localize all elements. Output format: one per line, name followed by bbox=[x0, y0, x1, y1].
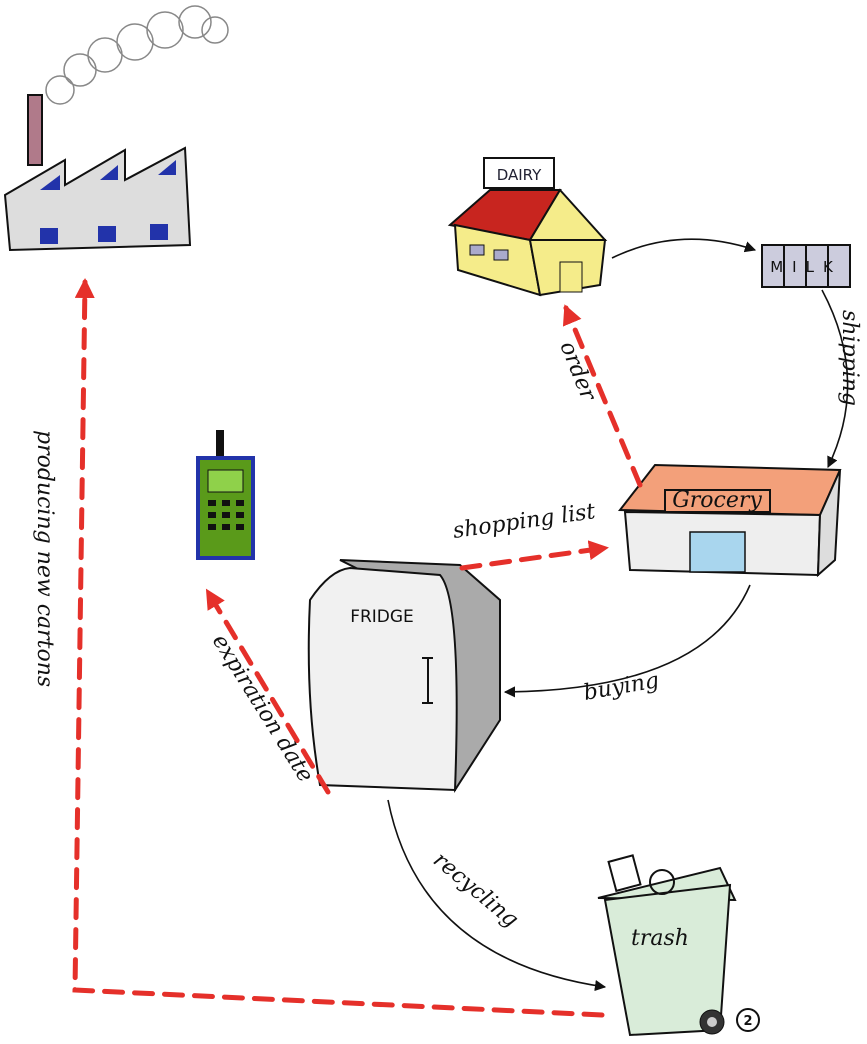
dairy: DAIRY bbox=[450, 158, 605, 295]
trash-bin-part bbox=[609, 855, 641, 890]
factory bbox=[5, 6, 228, 250]
edge-label: expiration date bbox=[207, 630, 318, 787]
edge-label: recycling bbox=[428, 847, 523, 932]
trash-bin: trash 2 bbox=[598, 855, 759, 1035]
dashed-arrow bbox=[462, 548, 605, 568]
edge-label: producing new cartons bbox=[32, 430, 57, 687]
factory-part bbox=[28, 95, 42, 165]
fridge: FRIDGE bbox=[309, 560, 500, 790]
dairy-sign: DAIRY bbox=[497, 166, 542, 184]
factory-part bbox=[46, 6, 228, 104]
dairy-part bbox=[494, 250, 508, 260]
milk-label: MILK bbox=[770, 258, 842, 276]
arrow bbox=[612, 239, 755, 258]
phone-part bbox=[208, 470, 243, 492]
phone bbox=[198, 430, 253, 558]
phone-part-part bbox=[236, 524, 244, 530]
trash-bin-part bbox=[707, 1017, 717, 1027]
dairy-part bbox=[470, 245, 484, 255]
phone-part-part bbox=[236, 512, 244, 518]
trash-label: trash bbox=[631, 926, 689, 951]
grocery: Grocery bbox=[620, 465, 840, 575]
factory-part-part bbox=[202, 17, 228, 43]
phone-part-part bbox=[222, 500, 230, 506]
fridge-label: FRIDGE bbox=[350, 607, 414, 627]
phone-part-part bbox=[222, 512, 230, 518]
milk-cartons: MILK bbox=[762, 245, 850, 287]
edge-label: buying bbox=[582, 668, 661, 706]
phone-part-part bbox=[208, 524, 216, 530]
factory-part-part bbox=[147, 12, 183, 48]
grocery-part bbox=[690, 532, 745, 572]
phone-part-part bbox=[208, 512, 216, 518]
fridge-part bbox=[309, 568, 457, 790]
trash-badge: 2 bbox=[743, 1014, 752, 1029]
dairy-part bbox=[560, 262, 582, 292]
phone-part-part bbox=[222, 524, 230, 530]
edge-label: shipping bbox=[837, 310, 862, 406]
phone-part bbox=[216, 430, 224, 460]
factory-part bbox=[40, 228, 58, 244]
factory-part-part bbox=[179, 6, 211, 38]
factory-part-part bbox=[64, 54, 96, 86]
phone-part-part bbox=[208, 500, 216, 506]
factory-part bbox=[98, 226, 116, 242]
diagram: DAIRY MILK Grocery FRIDGE bbox=[0, 0, 867, 1044]
factory-part bbox=[150, 224, 168, 240]
edge-label: shopping list bbox=[451, 499, 597, 544]
phone-part bbox=[208, 500, 244, 530]
phone-part-part bbox=[236, 500, 244, 506]
page: {"nodes": {"dairy": {"label": "DAIRY"}, … bbox=[0, 0, 867, 1044]
grocery-sign: Grocery bbox=[672, 488, 762, 513]
factory-part-part bbox=[46, 76, 74, 104]
